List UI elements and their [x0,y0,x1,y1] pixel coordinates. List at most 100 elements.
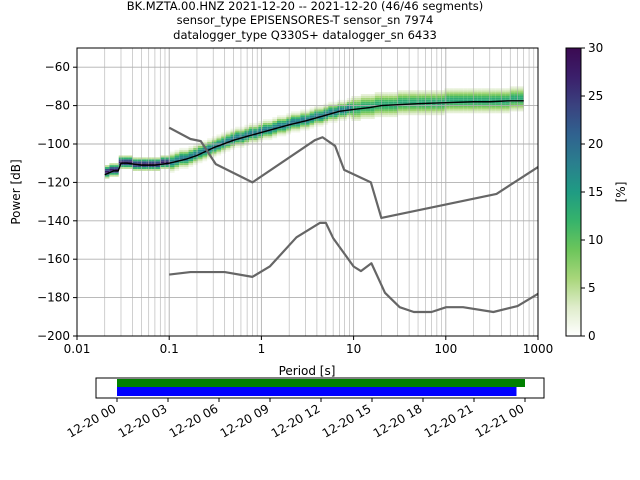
x-tick-label: 1000 [523,342,554,356]
heatmap-cell [128,165,133,168]
heatmap-cell [370,109,375,112]
heatmap-cell [337,113,343,116]
heatmap-cell [123,165,129,168]
title-line-3: datalogger_type Q330S+ datalogger_sn 643… [173,28,437,42]
heatmap-cell [514,90,520,93]
heatmap-cell [411,96,417,98]
heatmap-cell [230,145,236,148]
heatmap-cell [141,157,147,160]
heatmap-cell [463,97,468,100]
heatmap-cell [244,142,250,144]
heatmap-cell [360,97,366,100]
heatmap-cell [491,90,496,93]
heatmap-cell [197,151,203,154]
heatmap-cell [239,128,245,131]
heatmap-cell [505,94,510,96]
heatmap-cell [114,174,119,177]
heatmap-cell [379,99,385,102]
heatmap-cell [495,107,501,110]
heatmap-cell [379,103,385,106]
heatmap-cell [286,124,291,127]
heatmap-cell [449,109,454,112]
heatmap-cell [197,145,203,148]
heatmap-cell [300,115,305,118]
heatmap-cell [356,111,361,114]
series-line-nhnm [168,126,539,220]
heatmap-cell [179,165,184,168]
heatmap-cell [444,96,450,98]
heatmap-cell [188,157,194,160]
heatmap-cell [211,136,217,139]
timeline-tick-label: 12-20 09 [218,401,272,440]
heatmap-cell [500,103,506,106]
heatmap-cell [249,122,254,125]
heatmap-cell [300,119,305,121]
heatmap-cell [165,159,170,162]
heatmap-cell [491,101,496,104]
heatmap-cell [467,101,473,104]
title-line-1: BK.MZTA.00.HNZ 2021-12-20 -- 2021-12-20 … [127,0,484,13]
heatmap-cell [225,130,231,133]
heatmap-cell [421,90,426,93]
heatmap-cell [411,107,417,110]
heatmap-cell [481,90,487,93]
heatmap-cell [444,111,450,114]
heatmap-cell [169,163,175,166]
heatmap-cell [276,128,282,131]
heatmap-cell [379,92,385,95]
heatmap-cell [477,92,482,95]
heatmap-cell [137,159,142,162]
heatmap-cell [197,157,203,160]
heatmap-cell [505,105,510,108]
heatmap-cell [360,103,366,106]
timeline-bar-psd-used [117,387,517,396]
heatmap-cell [318,105,324,108]
heatmap-cell [444,94,450,96]
heatmap-cell [169,170,175,173]
timeline-tick-label: 12-21 00 [473,401,527,440]
heatmap-cell [235,144,240,146]
heatmap-cell [481,92,487,95]
heatmap-cell [481,101,487,104]
heatmap-cell [453,90,459,93]
x-tick-label: 1 [258,342,266,356]
heatmap-cell [472,96,478,98]
heatmap-cell [286,128,291,131]
heatmap-cell [300,113,305,116]
heatmap-cell [411,113,417,116]
heatmap-cell [300,122,305,125]
heatmap-cell [486,103,492,106]
heatmap-cell [188,151,194,154]
heatmap-cell [453,88,459,91]
heatmap-cell [244,124,250,127]
heatmap-cell [430,113,436,116]
heatmap-cell [253,124,259,127]
heatmap-cell [193,159,198,162]
heatmap-cell [249,138,254,141]
heatmap-cell [253,122,259,125]
heatmap-cell [309,119,315,121]
heatmap-cell [267,136,273,139]
heatmap-cell [202,142,208,144]
heatmap-cell [318,124,324,127]
heatmap-cell [328,103,333,106]
heatmap-cell [202,149,208,152]
heatmap-cell [495,105,501,108]
heatmap-cell [370,94,375,96]
heatmap-cell [416,92,422,95]
heatmap-cell [439,103,445,106]
heatmap-cell [509,88,515,91]
heatmap-cell [505,109,510,112]
heatmap-cell [388,94,394,96]
heatmap-cell [374,115,380,118]
heatmap-cell [416,99,422,102]
heatmap-cell [411,105,417,108]
heatmap-cell [165,155,170,158]
heatmap-cell [318,113,324,116]
heatmap-cell [430,111,436,114]
heatmap-cell [384,107,389,110]
heatmap-cell [337,119,343,121]
heatmap-cell [449,92,454,95]
heatmap-cell [430,99,436,102]
